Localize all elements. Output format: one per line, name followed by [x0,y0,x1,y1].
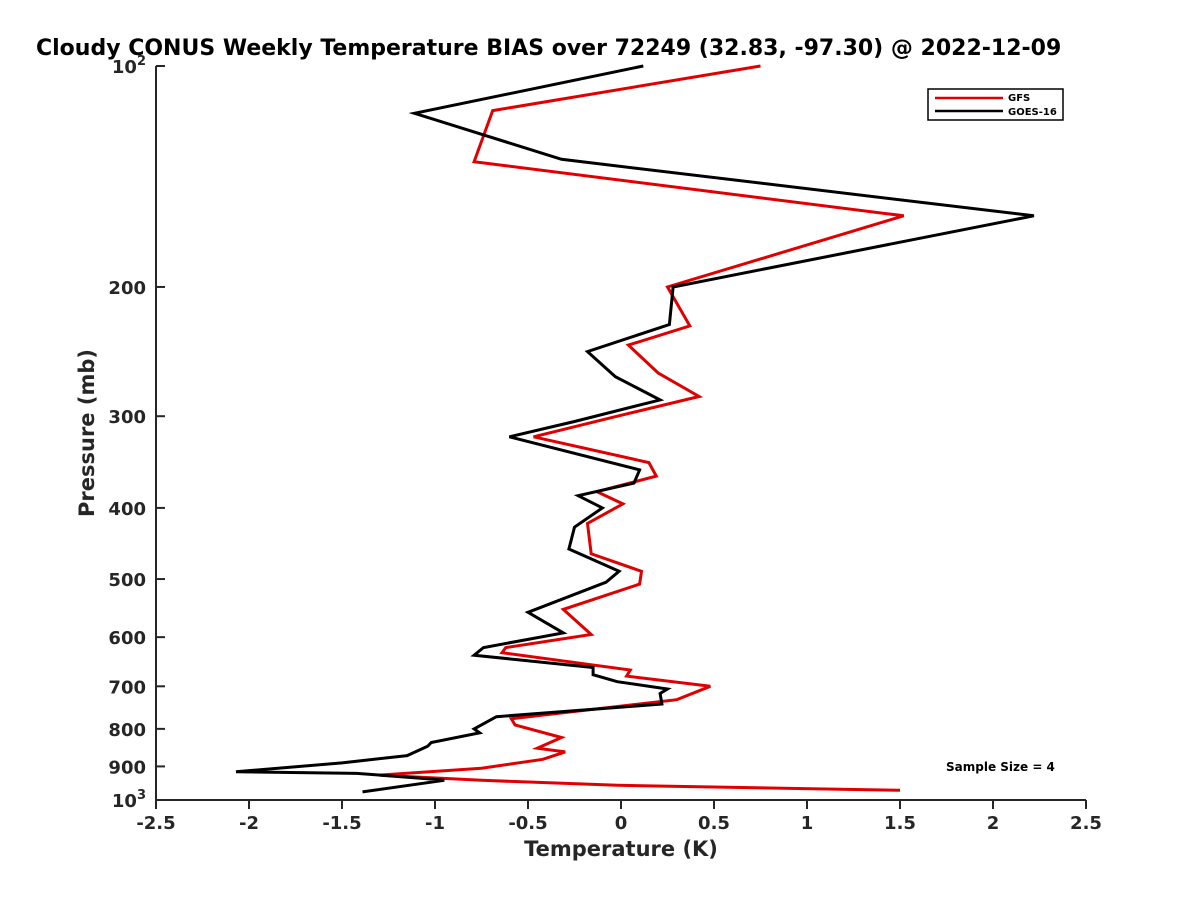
x-ticks: -2.5 -2 -1.5 -1 -0.5 0 0.5 1 1.5 2 2.5 [136,800,1102,834]
x-tick-label: -2 [239,813,259,834]
x-tick-label: 0.5 [698,813,730,834]
x-tick-label: 1 [801,813,814,834]
series-layer [235,64,1035,794]
y-tick-label: 500 [108,570,146,591]
y-tick-label: 200 [108,278,146,299]
y-tick-label: 600 [108,628,146,649]
y-tick-label: 700 [108,677,146,698]
x-tick-label: 2.5 [1070,813,1102,834]
y-tick-label: 900 [108,757,146,778]
legend-label-gfs: GFS [1008,93,1030,104]
x-tick-label: -1.5 [322,813,361,834]
series-line-goes16 [235,64,1035,794]
sample-size-annotation: Sample Size = 4 [946,760,1055,774]
y-tick-label: 300 [108,407,146,428]
x-tick-label: -2.5 [136,813,175,834]
x-tick-label: 1.5 [884,813,916,834]
x-tick-label: -1 [425,813,445,834]
legend-box [927,88,1064,121]
legend: GFS GOES-16 [927,88,1064,121]
x-tick-label: -0.5 [508,813,547,834]
y-tick-label: 400 [108,499,146,520]
chart-title: Cloudy CONUS Weekly Temperature BIAS ove… [36,36,1061,61]
y-tick-label: 800 [108,720,146,741]
y-tick-label: 103 [112,788,146,812]
x-axis-label: Temperature (K) [524,837,718,861]
x-tick-label: 2 [987,813,1000,834]
series-line-gfs [379,64,905,792]
x-tick-label: 0 [615,813,628,834]
y-axis-label: Pressure (mb) [75,349,99,517]
legend-label-goes16: GOES-16 [1008,107,1057,118]
